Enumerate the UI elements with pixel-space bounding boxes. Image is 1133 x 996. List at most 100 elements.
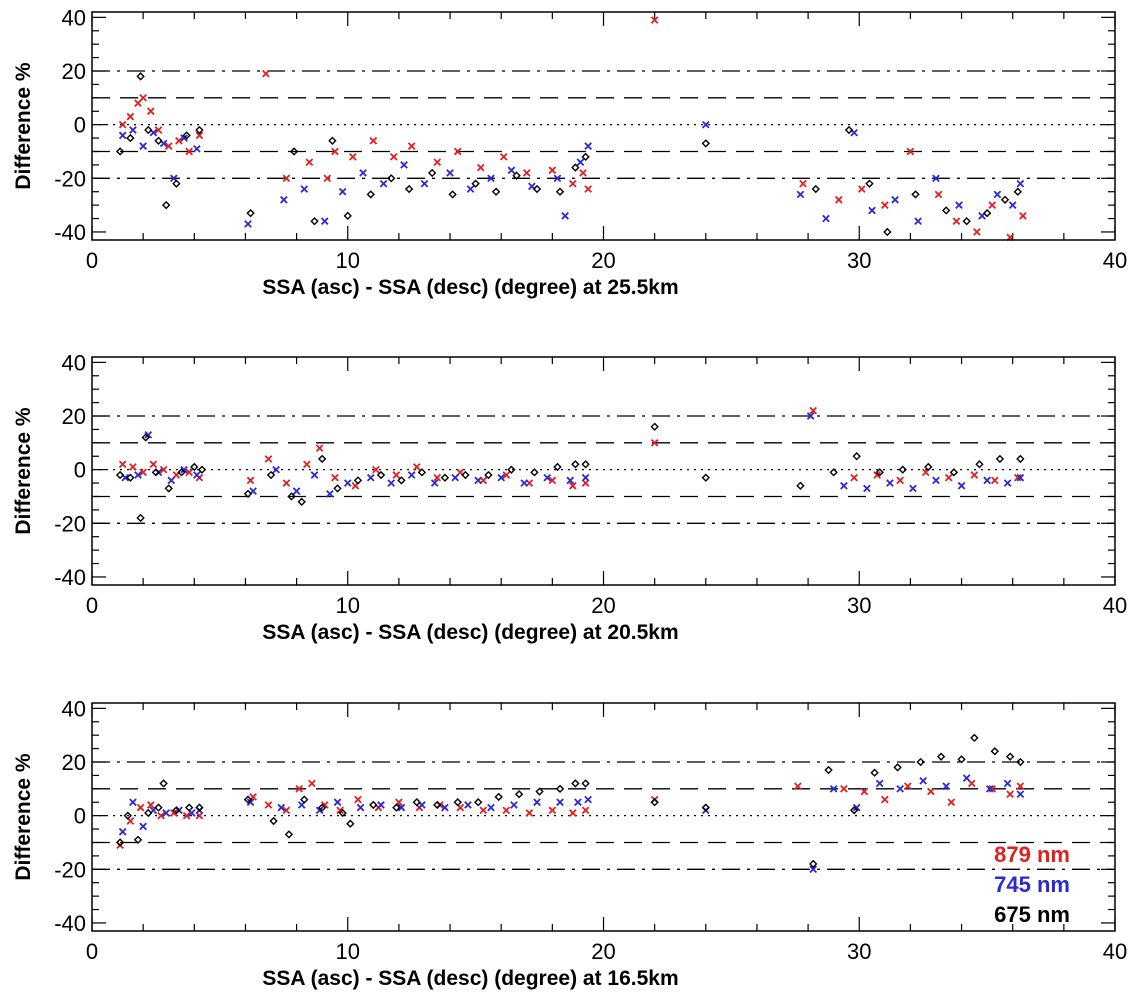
data-point xyxy=(193,471,201,479)
data-point xyxy=(957,755,966,764)
data-point xyxy=(1008,201,1017,209)
data-point xyxy=(896,784,905,793)
data-point xyxy=(289,147,299,156)
data-point xyxy=(584,142,592,150)
data-point xyxy=(379,179,388,188)
data-point xyxy=(796,190,805,199)
data-point xyxy=(474,476,483,485)
data-point xyxy=(868,206,876,215)
data-point xyxy=(133,835,143,844)
data-point xyxy=(840,481,848,490)
data-point xyxy=(875,779,884,788)
data-point xyxy=(464,801,472,809)
data-point xyxy=(701,120,710,129)
data-point xyxy=(389,153,398,161)
y-tick-label: -20 xyxy=(54,511,86,536)
data-point xyxy=(354,795,362,804)
y-tick-label: 20 xyxy=(62,59,86,84)
x-tick-label: 0 xyxy=(86,248,98,273)
data-point xyxy=(574,798,582,807)
data-point xyxy=(829,468,838,477)
y-tick-label: 0 xyxy=(74,113,86,138)
data-point xyxy=(387,174,396,183)
data-point xyxy=(305,158,314,167)
data-point xyxy=(1016,790,1025,799)
data-point xyxy=(243,489,253,498)
data-point xyxy=(326,489,334,498)
data-point xyxy=(453,147,462,156)
legend-entry-3: 675 nm xyxy=(994,902,1070,927)
data-point xyxy=(343,211,352,221)
data-point xyxy=(244,220,252,228)
data-point xyxy=(970,471,979,479)
data-point xyxy=(264,801,273,809)
data-point xyxy=(404,184,414,194)
data-point xyxy=(297,497,306,507)
data-point xyxy=(359,169,367,177)
data-point xyxy=(701,139,710,148)
data-point xyxy=(134,471,142,479)
y-tick-label: 0 xyxy=(74,804,86,829)
data-point xyxy=(308,779,316,788)
data-point xyxy=(581,460,590,469)
data-point xyxy=(530,468,539,477)
data-point xyxy=(520,479,529,487)
data-point xyxy=(924,462,933,472)
data-point xyxy=(310,471,319,479)
data-point xyxy=(507,465,516,474)
data-point xyxy=(279,195,288,204)
data-point xyxy=(182,131,191,140)
data-point xyxy=(553,174,562,183)
data-point xyxy=(126,473,135,482)
data-point xyxy=(484,470,493,480)
data-point xyxy=(576,158,585,167)
data-point xyxy=(349,153,357,161)
data-point xyxy=(568,179,577,188)
x-tick-label: 20 xyxy=(591,593,615,618)
data-point xyxy=(525,809,534,817)
data-point xyxy=(317,454,327,464)
data-point xyxy=(571,779,580,788)
data-point xyxy=(990,747,999,756)
data-point xyxy=(287,492,296,501)
data-point xyxy=(136,803,145,812)
data-point xyxy=(197,465,207,474)
data-point xyxy=(180,134,188,142)
data-point xyxy=(849,806,859,815)
data-point xyxy=(988,784,997,793)
data-point xyxy=(310,217,319,226)
data-point xyxy=(522,169,531,177)
y-tick-label: -40 xyxy=(54,565,86,590)
data-point xyxy=(514,790,524,799)
legend-entry-2: 745 nm xyxy=(994,872,1070,897)
data-point xyxy=(161,200,171,210)
data-point xyxy=(809,406,818,415)
data-point xyxy=(400,161,408,169)
data-point xyxy=(430,479,439,487)
x-tick-label: 30 xyxy=(847,939,871,964)
data-point xyxy=(553,462,562,472)
data-point xyxy=(246,798,255,807)
data-point xyxy=(407,471,416,479)
data-point xyxy=(870,768,879,777)
x-axis-title: SSA (asc) - SSA (desc) (degree) at 16.5k… xyxy=(262,967,678,990)
data-point xyxy=(535,787,544,796)
data-point xyxy=(118,827,127,836)
data-point xyxy=(973,228,981,236)
data-point xyxy=(343,479,352,487)
series-3 xyxy=(115,422,1025,523)
data-point xyxy=(123,811,132,820)
data-point xyxy=(799,179,807,188)
data-point xyxy=(952,217,961,226)
data-point xyxy=(942,206,951,215)
data-point xyxy=(932,476,940,485)
data-point xyxy=(407,142,416,150)
data-point xyxy=(896,476,905,485)
data-point xyxy=(473,798,483,807)
data-point xyxy=(510,801,518,809)
data-point xyxy=(543,473,552,482)
data-point xyxy=(857,185,866,193)
data-point xyxy=(502,806,511,815)
data-point xyxy=(159,779,168,788)
data-point xyxy=(392,471,401,479)
